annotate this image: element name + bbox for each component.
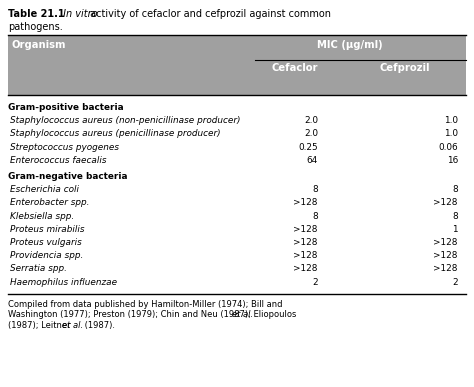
Text: Compiled from data published by Hamilton-Miller (1974); Bill and: Compiled from data published by Hamilton… bbox=[8, 300, 283, 309]
Text: Klebsiella spp.: Klebsiella spp. bbox=[10, 212, 74, 221]
Text: Enterococcus faecalis: Enterococcus faecalis bbox=[10, 156, 107, 165]
Bar bbox=[8, 35, 466, 95]
Text: 2: 2 bbox=[452, 277, 458, 287]
Text: 1: 1 bbox=[452, 225, 458, 234]
Text: 8: 8 bbox=[452, 212, 458, 221]
Text: >128: >128 bbox=[293, 225, 318, 234]
Text: et al.: et al. bbox=[62, 321, 83, 330]
Text: Cefaclor: Cefaclor bbox=[272, 63, 318, 73]
Text: 1.0: 1.0 bbox=[444, 116, 458, 125]
Text: Organism: Organism bbox=[12, 40, 66, 50]
Text: (1987).: (1987). bbox=[82, 321, 115, 330]
Text: activity of cefaclor and cefprozil against common: activity of cefaclor and cefprozil again… bbox=[87, 9, 331, 19]
Text: 0.25: 0.25 bbox=[298, 142, 318, 152]
Text: 8: 8 bbox=[452, 185, 458, 194]
Text: >128: >128 bbox=[293, 238, 318, 247]
Text: 2.0: 2.0 bbox=[304, 129, 318, 139]
Text: Serratia spp.: Serratia spp. bbox=[10, 264, 67, 273]
Text: >128: >128 bbox=[434, 199, 458, 207]
Text: 16: 16 bbox=[447, 156, 458, 165]
Text: Enterobacter spp.: Enterobacter spp. bbox=[10, 199, 90, 207]
Text: 8: 8 bbox=[312, 185, 318, 194]
Text: et al.: et al. bbox=[232, 310, 254, 319]
Text: 2: 2 bbox=[312, 277, 318, 287]
Text: Proteus mirabilis: Proteus mirabilis bbox=[10, 225, 84, 234]
Text: Proteus vulgaris: Proteus vulgaris bbox=[10, 238, 82, 247]
Text: 8: 8 bbox=[312, 212, 318, 221]
Text: Escherichia coli: Escherichia coli bbox=[10, 185, 79, 194]
Text: 1.0: 1.0 bbox=[444, 129, 458, 139]
Text: Staphylococcus aureus (non-penicillinase producer): Staphylococcus aureus (non-penicillinase… bbox=[10, 116, 240, 125]
Text: >128: >128 bbox=[434, 251, 458, 260]
Text: >128: >128 bbox=[293, 251, 318, 260]
Text: Providencia spp.: Providencia spp. bbox=[10, 251, 83, 260]
Text: Cefprozil: Cefprozil bbox=[380, 63, 430, 73]
Text: Gram-positive bacteria: Gram-positive bacteria bbox=[8, 103, 124, 112]
Text: >128: >128 bbox=[434, 238, 458, 247]
Text: Gram-negative bacteria: Gram-negative bacteria bbox=[8, 172, 128, 181]
Text: >128: >128 bbox=[293, 264, 318, 273]
Text: Haemophilus influenzae: Haemophilus influenzae bbox=[10, 277, 117, 287]
Text: >128: >128 bbox=[434, 264, 458, 273]
Text: In vitro: In vitro bbox=[60, 9, 98, 19]
Text: >128: >128 bbox=[293, 199, 318, 207]
Text: 2.0: 2.0 bbox=[304, 116, 318, 125]
Text: Staphylococcus aureus (penicillinase producer): Staphylococcus aureus (penicillinase pro… bbox=[10, 129, 220, 139]
Text: MIC (μg/ml): MIC (μg/ml) bbox=[317, 40, 383, 50]
Text: Streptococcus pyogenes: Streptococcus pyogenes bbox=[10, 142, 119, 152]
Text: Table 21.1: Table 21.1 bbox=[8, 9, 64, 19]
Text: 0.06: 0.06 bbox=[438, 142, 458, 152]
Text: (1987); Leitner: (1987); Leitner bbox=[8, 321, 73, 330]
Text: pathogens.: pathogens. bbox=[8, 22, 63, 32]
Text: Washington (1977); Preston (1979); Chin and Neu (1987); Eliopoulos: Washington (1977); Preston (1979); Chin … bbox=[8, 310, 299, 319]
Text: 64: 64 bbox=[307, 156, 318, 165]
